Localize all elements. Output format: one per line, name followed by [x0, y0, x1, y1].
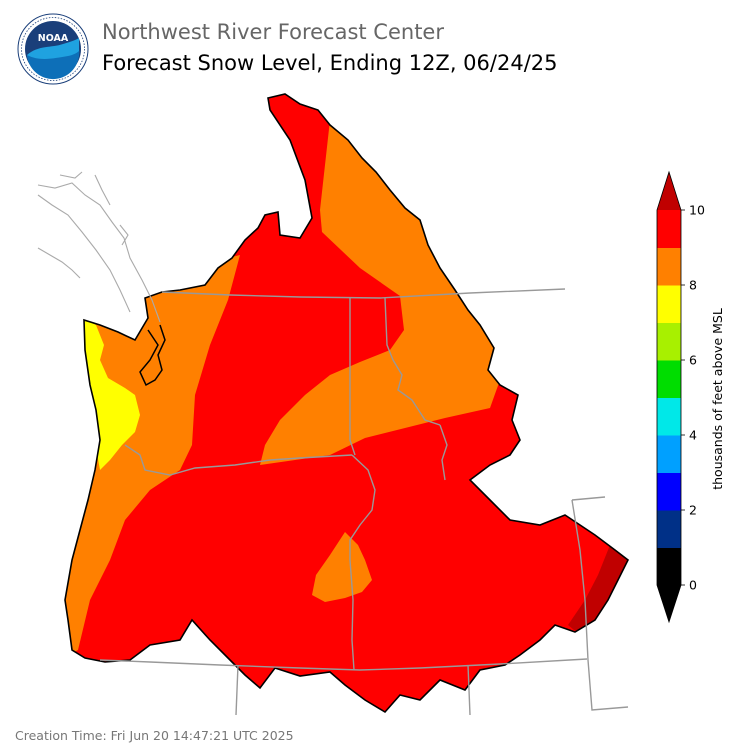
legend-unit-label: thousands of feet above MSL — [710, 308, 725, 490]
legend-extend-low — [657, 585, 681, 622]
legend-swatch — [657, 360, 681, 398]
noaa-logo: NOAA — [17, 13, 89, 85]
zone-southeast-darkred — [568, 545, 628, 635]
legend-swatch — [657, 247, 681, 286]
org-title: Northwest River Forecast Center — [102, 20, 444, 44]
state-boundaries — [99, 288, 629, 716]
product-title: Forecast Snow Level, Ending 12Z, 06/24/2… — [102, 51, 558, 75]
legend-swatch — [657, 472, 681, 511]
legend-tick-label: 4 — [689, 428, 697, 443]
legend-tick-label: 6 — [689, 353, 697, 368]
legend-swatch — [657, 285, 681, 323]
legend-tick-label: 0 — [689, 578, 697, 593]
legend-swatch — [657, 547, 681, 586]
legend-tick-label: 10 — [689, 203, 705, 218]
legend-swatch — [657, 435, 681, 473]
legend-extend-high — [657, 172, 681, 210]
legend-swatch — [657, 322, 681, 361]
zone-western-orange — [65, 255, 240, 660]
zone-northern-orange — [260, 94, 500, 465]
legend-tick-label: 8 — [689, 278, 697, 293]
coastline-canada — [37, 171, 161, 323]
legend-swatch — [657, 397, 681, 436]
legend-tick-label: 2 — [689, 503, 697, 518]
creation-time: Creation Time: Fri Jun 20 14:47:21 UTC 2… — [15, 728, 294, 743]
noaa-logo-text: NOAA — [38, 33, 69, 44]
zone-south-orange — [312, 532, 372, 602]
legend-swatch — [657, 210, 681, 248]
color-legend: 0 2 4 6 8 10 thousands of feet above MSL — [656, 170, 725, 624]
forecast-region-outline — [64, 93, 630, 714]
legend-swatch — [657, 510, 681, 548]
puget-sound-outline — [139, 324, 166, 387]
